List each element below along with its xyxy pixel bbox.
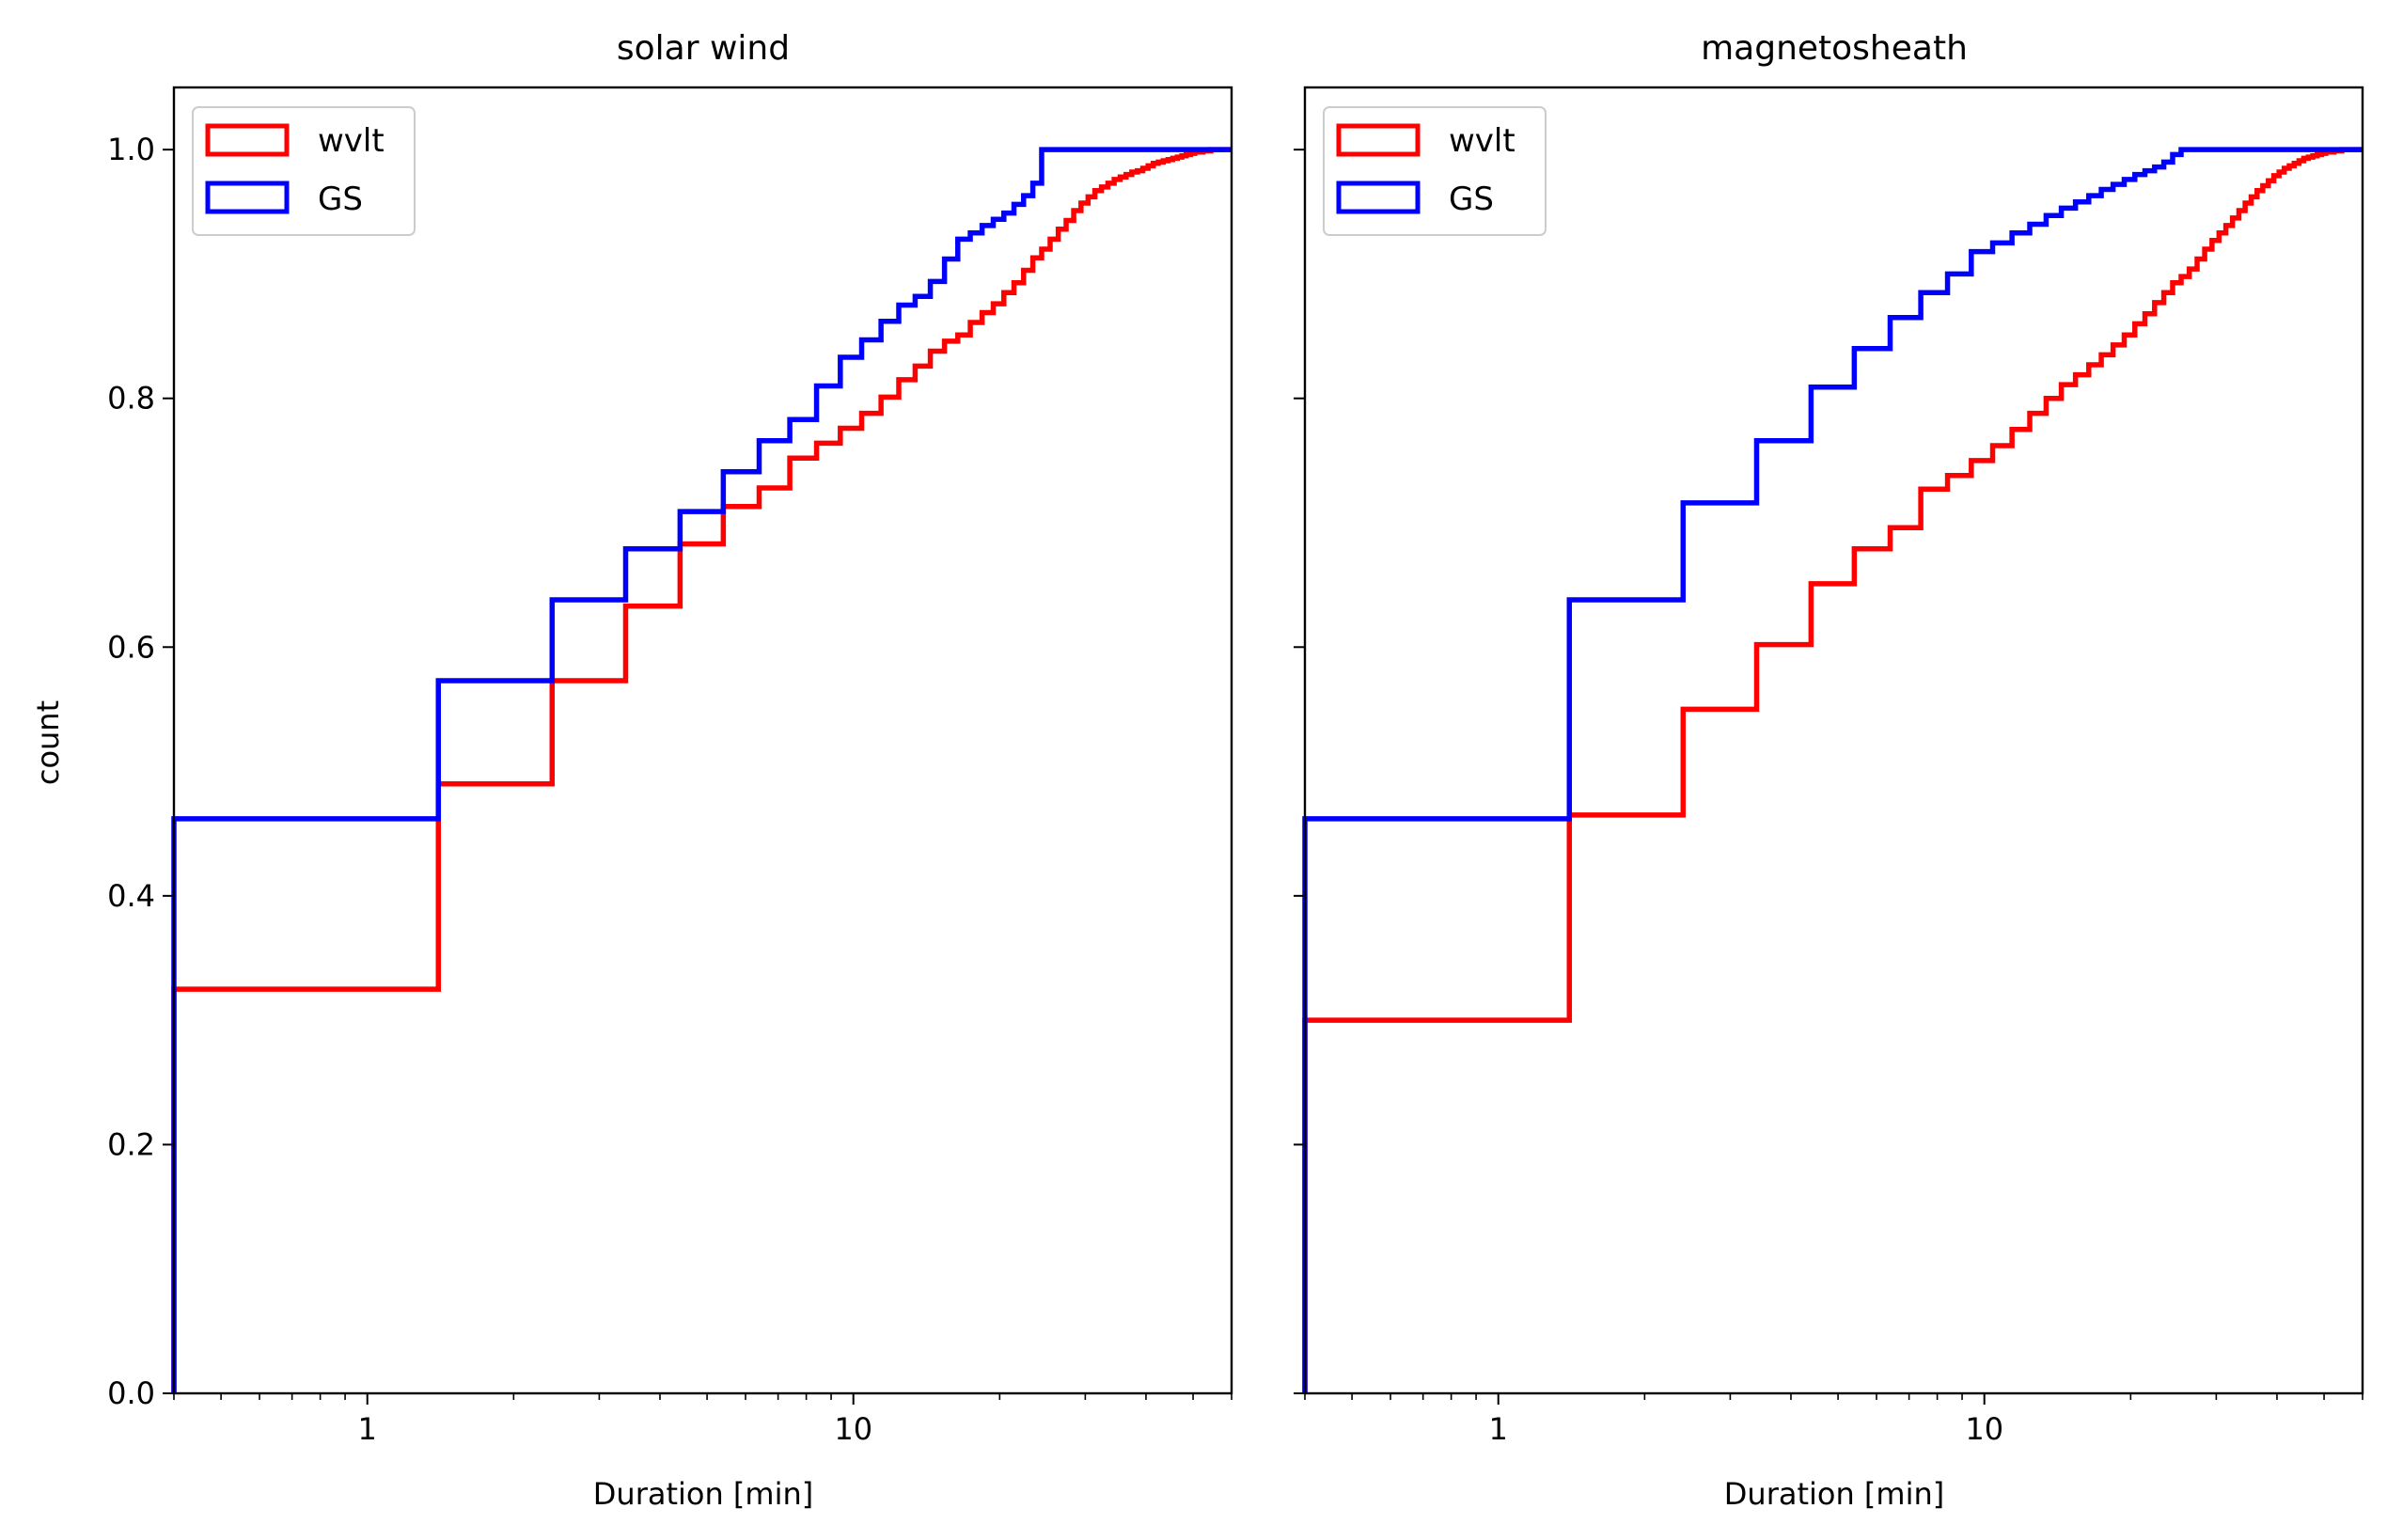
x-tick-label: 1 (358, 1411, 377, 1447)
panel-magnetosheath: magnetosheath Duration [min] 1 10 wvlt GS (1294, 29, 2364, 1512)
legend-swatch-wvlt (205, 123, 290, 157)
legend-label-gs: GS (1449, 181, 1494, 218)
x-axis-label: Duration [min] (1724, 1476, 1944, 1512)
y-tick-label: 0.6 (107, 629, 155, 665)
plot-area: 1 10 (1294, 86, 2364, 1447)
axes-frame (172, 86, 1233, 1395)
series-wvlt-step (1302, 147, 2363, 1393)
legend-label-wvlt: wvlt (1449, 122, 1515, 160)
y-tick-label: 1.0 (107, 132, 155, 167)
legend-swatch-gs (1336, 181, 1421, 214)
series-wvlt-step (171, 147, 1232, 1393)
legend-label-wvlt: wvlt (318, 122, 385, 160)
y-tick-label: 0.2 (107, 1126, 155, 1162)
y-axis-label: count (30, 700, 66, 785)
x-axis-label: Duration [min] (593, 1476, 813, 1512)
legend-swatch-gs (205, 181, 290, 214)
panel-title: magnetosheath (1701, 29, 1968, 68)
legend-label-gs: GS (318, 181, 363, 218)
plot-area: 1 10 0.0 0.2 0.4 0.6 0.8 1.0 (107, 86, 1233, 1447)
legend-swatch-wvlt (1336, 123, 1421, 157)
axes-frame (1303, 86, 2364, 1395)
legend-frame (1323, 106, 1547, 236)
legend: wvlt GS (1323, 106, 1547, 236)
y-tick-label: 0.0 (107, 1375, 155, 1411)
x-tick-label: 10 (834, 1411, 872, 1447)
y-tick-label: 0.8 (107, 381, 155, 416)
series-gs-step (1302, 147, 2363, 1393)
y-tick-label: 0.4 (107, 878, 155, 914)
panel-title: solar wind (617, 29, 790, 68)
x-tick-label: 10 (1965, 1411, 2003, 1447)
x-tick-label: 1 (1489, 1411, 1508, 1447)
legend-frame (192, 106, 416, 236)
legend: wvlt GS (192, 106, 416, 236)
panel-solar-wind: solar wind Duration [min] count 1 10 0.0 0.… (30, 29, 1233, 1512)
series-gs-step (171, 147, 1232, 1393)
